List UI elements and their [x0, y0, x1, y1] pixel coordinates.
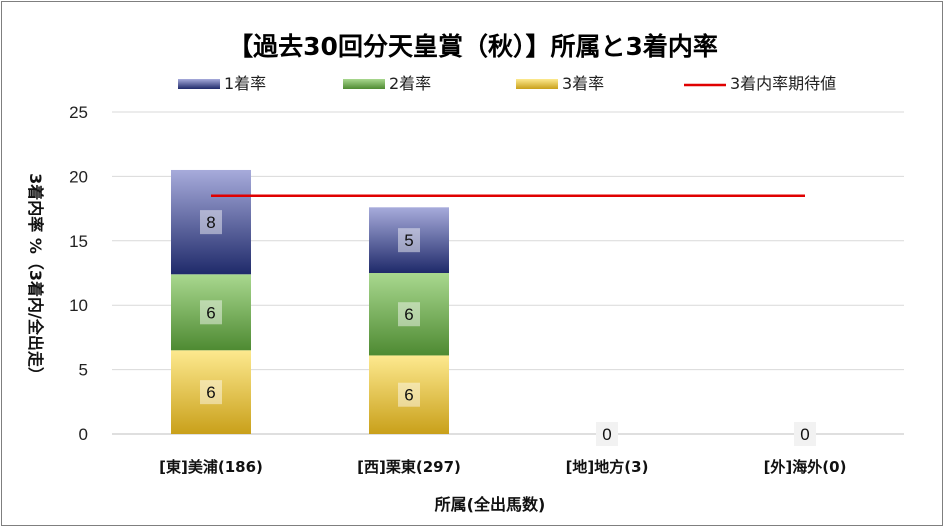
x-axis-label: 所属(全出馬数): [435, 495, 546, 514]
y-tick-label: 20: [69, 167, 88, 186]
data-label: 6: [404, 305, 413, 324]
y-axis-ticks: 0 5 10 15 20 25: [69, 103, 88, 444]
legend-swatch: [343, 79, 385, 89]
y-tick-label: 10: [69, 296, 88, 315]
data-label: 5: [404, 231, 413, 250]
y-tick-label: 0: [79, 425, 88, 444]
legend-entry: 3着率: [562, 74, 604, 93]
y-axis-label: 3着内率 %（3着内/全出走）: [26, 173, 45, 383]
legend-swatch: [516, 79, 558, 89]
data-label: 6: [206, 303, 215, 322]
bar-segment: [171, 274, 251, 351]
data-label: 8: [206, 213, 215, 232]
data-label: 6: [206, 383, 215, 402]
x-category-label: [地]地方(3): [566, 458, 649, 476]
bar-segment: [171, 350, 251, 434]
bar-segment: [369, 273, 449, 356]
x-category-label: [外]海外(0): [764, 458, 847, 476]
data-label: 0: [602, 425, 611, 444]
y-tick-label: 25: [69, 103, 88, 122]
data-label-bg: [398, 302, 420, 327]
x-axis-categories: [東]美浦(186) [西]栗東(297) [地]地方(3) [外]海外(0): [159, 458, 846, 476]
x-category-label: [東]美浦(186): [159, 458, 263, 476]
bar-segment: [171, 169, 251, 275]
data-label-bg: [398, 382, 420, 407]
y-tick-label: 15: [69, 232, 88, 251]
data-label: 0: [800, 425, 809, 444]
legend-entry: 2着率: [389, 74, 431, 93]
legend-swatch: [178, 79, 220, 89]
data-label: 6: [404, 386, 413, 405]
legend-entry: 3着内率期待値: [730, 74, 836, 93]
legend: 1着率 2着率 3着率 3着内率期待値: [178, 74, 836, 93]
data-label-bg: [200, 300, 222, 325]
y-tick-label: 5: [79, 361, 88, 380]
bar-segment: [369, 207, 449, 273]
data-label-bg: [200, 380, 222, 405]
data-label-bg: [596, 422, 618, 446]
x-category-label: [西]栗東(297): [357, 458, 461, 476]
legend-entry: 1着率: [224, 74, 266, 93]
data-label-bg: [794, 422, 816, 446]
data-labels: 6 6 8 6 6 5 0 0: [200, 210, 816, 446]
bar-segment: [369, 355, 449, 434]
data-label-bg: [398, 228, 420, 253]
bars: [171, 169, 449, 434]
data-label-bg: [200, 210, 222, 235]
chart-title: 【過去30回分天皇賞（秋）】所属と3着内率: [228, 32, 718, 61]
